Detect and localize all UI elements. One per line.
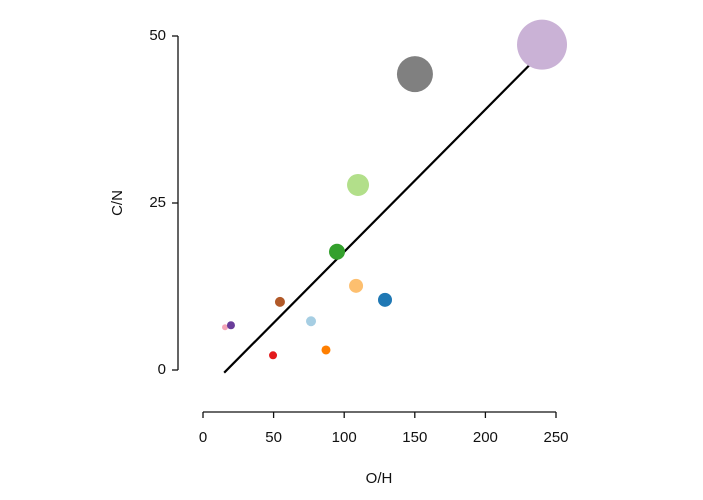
bubble (396, 56, 433, 93)
x-tick-label: 100 (332, 429, 357, 446)
x-tick-label: 250 (543, 429, 568, 446)
y-tick-label: 50 (149, 27, 166, 44)
x-tick-label: 0 (199, 429, 207, 446)
bubble (226, 321, 235, 330)
bubble (378, 292, 393, 307)
bubble (274, 296, 285, 307)
x-axis-label: O/H (366, 470, 393, 487)
x-tick-label: 50 (265, 429, 282, 446)
y-axis-label: C/N (109, 190, 126, 216)
trend-line (223, 53, 542, 374)
bubble (306, 316, 317, 327)
bubble (349, 278, 364, 293)
y-tick-label: 0 (158, 361, 166, 378)
y-tick-label: 25 (149, 194, 166, 211)
bubble (517, 19, 568, 70)
bubble (222, 324, 229, 331)
bubble (269, 351, 278, 360)
bubble (321, 345, 331, 355)
x-tick-label: 150 (402, 429, 427, 446)
bubble (347, 173, 370, 196)
x-tick-label: 200 (473, 429, 498, 446)
bubble (328, 243, 345, 260)
